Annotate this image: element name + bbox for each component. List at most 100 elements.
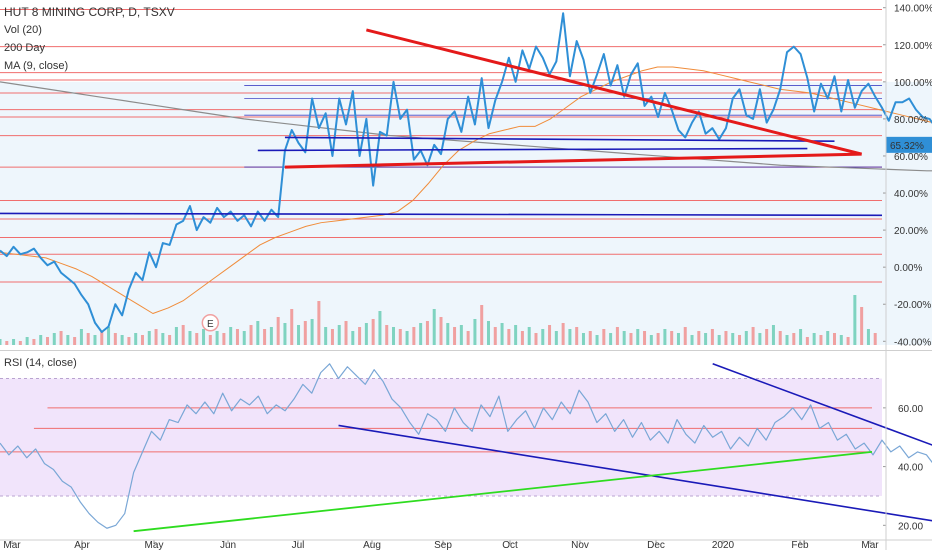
rsi-line[interactable] [0,363,932,529]
volume-bar [792,333,796,345]
volume-bar [486,321,490,345]
volume-bar [120,335,124,345]
volume-bar [615,327,619,345]
earnings-marker-circle[interactable] [201,314,220,332]
red-trendline[interactable] [366,28,863,156]
volume-bar [609,333,613,345]
volume-bar [866,329,870,345]
last-price-tag: 65.32% [886,136,932,153]
volume-bar [446,323,450,345]
volume-bar [188,331,192,345]
volume-bar [276,317,280,345]
volume-bar [717,335,721,345]
rsi-blue-channel[interactable] [338,424,932,534]
blue-trendline[interactable] [0,212,883,217]
legend-ma9[interactable]: MA (9, close) [4,60,69,72]
price-line[interactable] [0,12,932,334]
volume-bar [500,323,504,345]
volume-bar [541,329,545,345]
volume-bar [181,325,185,345]
price-axis-label: 80.00% [894,115,928,126]
time-axis-label: Oct [502,540,518,550]
rsi-axis-label: 20.00 [898,521,923,532]
volume-bar [534,333,538,345]
volume-bar [656,333,660,345]
time-axis-label: Jul [292,540,305,550]
red-trendline[interactable] [284,152,862,169]
volume-bar [378,311,382,345]
legend-ma200[interactable]: 200 Day [4,42,45,54]
volume-bar [59,331,63,345]
volume-bar [805,337,809,345]
volume-bar [371,319,375,345]
time-axis-label: Nov [571,540,589,550]
price-axis-label: 0.00% [894,263,922,274]
volume-bar [663,329,667,345]
legend-volume[interactable]: Vol (20) [4,24,42,36]
volume-bar [297,325,301,345]
time-axis-label: Mar [3,540,21,550]
time-axis-label: May [145,540,164,550]
volume-bar [269,327,273,345]
price-axis-label: 20.00% [894,226,928,237]
volume-bar [860,307,864,345]
volume-bar [154,329,158,345]
volume-bar [290,309,294,345]
volume-bar [839,335,843,345]
volume-bar [263,329,267,345]
volume-bar [222,333,226,345]
volume-bar [473,319,477,345]
time-axis-label: Sep [434,540,452,550]
price-axis-label: 140.00% [894,4,932,15]
rsi-green-trendline[interactable] [133,451,873,533]
volume-bar [392,327,396,345]
volume-bar [242,331,246,345]
volume-bar [310,319,314,345]
volume-bar [744,331,748,345]
volume-bar [66,335,70,345]
volume-bar [86,333,90,345]
volume-bar [140,335,144,345]
volume-bar [18,341,22,345]
rsi-pane[interactable] [0,363,932,534]
volume-bar [575,327,579,345]
volume-bar [147,331,151,345]
volume-bar [127,337,131,345]
volume-bar [385,325,389,345]
volume-bar [527,327,531,345]
volume-bar [303,321,307,345]
volume-bar [32,339,36,345]
blue-trendline[interactable] [284,136,835,142]
volume-bar [330,329,334,345]
volume-bar [45,337,49,345]
volume-bar [622,331,626,345]
ma200-line[interactable] [0,81,932,173]
volume-bar [453,327,457,345]
volume-bar [629,333,633,345]
volume-bar [432,309,436,345]
volume-bar [344,321,348,345]
blue-trendline[interactable] [257,147,808,152]
volume-bar [168,335,172,345]
volume-bar [636,329,640,345]
last-price-tag-label: 65.32% [890,141,924,152]
volume-bar [595,335,599,345]
price-pane[interactable]: E [0,9,932,345]
rsi-blue-channel[interactable] [712,363,932,499]
volume-bar [710,329,714,345]
pane-divider[interactable] [0,350,932,351]
volume-bar [73,337,77,345]
earnings-marker[interactable]: E [201,314,220,332]
time-axis-label: Dec [647,540,665,550]
volume-bar [602,329,606,345]
time-axis-label: Jun [220,540,236,550]
volume-bar [765,329,769,345]
volume-bar [425,321,429,345]
volume-bar [561,323,565,345]
price-axis-label: -40.00% [894,337,931,348]
legend-rsi[interactable]: RSI (14, close) [4,357,77,369]
volume-bar [208,335,212,345]
price-axis-label: -20.00% [894,300,931,311]
volume-bar [826,331,830,345]
